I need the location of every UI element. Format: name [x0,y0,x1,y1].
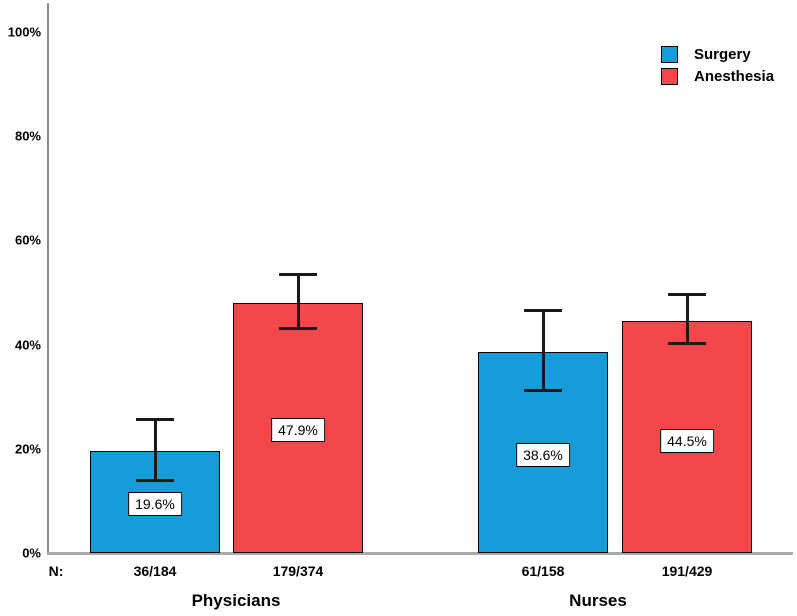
group-label-physicians: Physicians [191,591,281,610]
n-count-label: 36/184 [133,563,177,579]
legend-label: Surgery [694,45,751,63]
error-bar-line [685,294,689,344]
y-tick-label: 20% [14,441,41,457]
error-bar-cap-top [524,308,562,312]
y-tick-label: 0% [22,545,41,561]
value-label: 47.9% [271,418,325,442]
error-bar-cap-top [136,417,174,421]
value-label: 19.6% [128,492,182,516]
error-bar-cap-bottom [279,326,317,330]
legend-entry-anesthesia: Anesthesia [661,65,774,87]
error-bar-cap-bottom [136,478,174,482]
legend-swatch-icon [661,67,678,85]
legend-label: Anesthesia [694,67,775,85]
y-tick-label: 100% [7,24,41,40]
error-bar-line [153,419,157,481]
error-bar-cap-bottom [668,342,706,346]
value-label: 38.6% [516,443,570,467]
y-tick-label: 40% [14,337,41,353]
legend-entry-surgery: Surgery [661,43,774,65]
legend: Surgery Anesthesia [661,43,774,87]
n-count-label: 179/374 [272,563,324,579]
n-count-label: 191/429 [661,563,713,579]
y-axis-line [47,3,49,553]
error-bar-line [541,310,545,391]
error-bar-cap-top [668,293,706,297]
n-row-prefix: N: [48,563,64,579]
legend-swatch-icon [661,45,678,63]
error-bar-cap-bottom [524,388,562,392]
value-label: 44.5% [660,429,714,453]
error-bar-cap-top [279,273,317,277]
group-label-nurses: Nurses [569,591,627,610]
y-tick-label: 60% [14,232,41,248]
x-axis-line [47,552,793,555]
error-bar-line [296,274,300,329]
n-count-label: 61/158 [521,563,565,579]
y-tick-label: 80% [14,128,41,144]
